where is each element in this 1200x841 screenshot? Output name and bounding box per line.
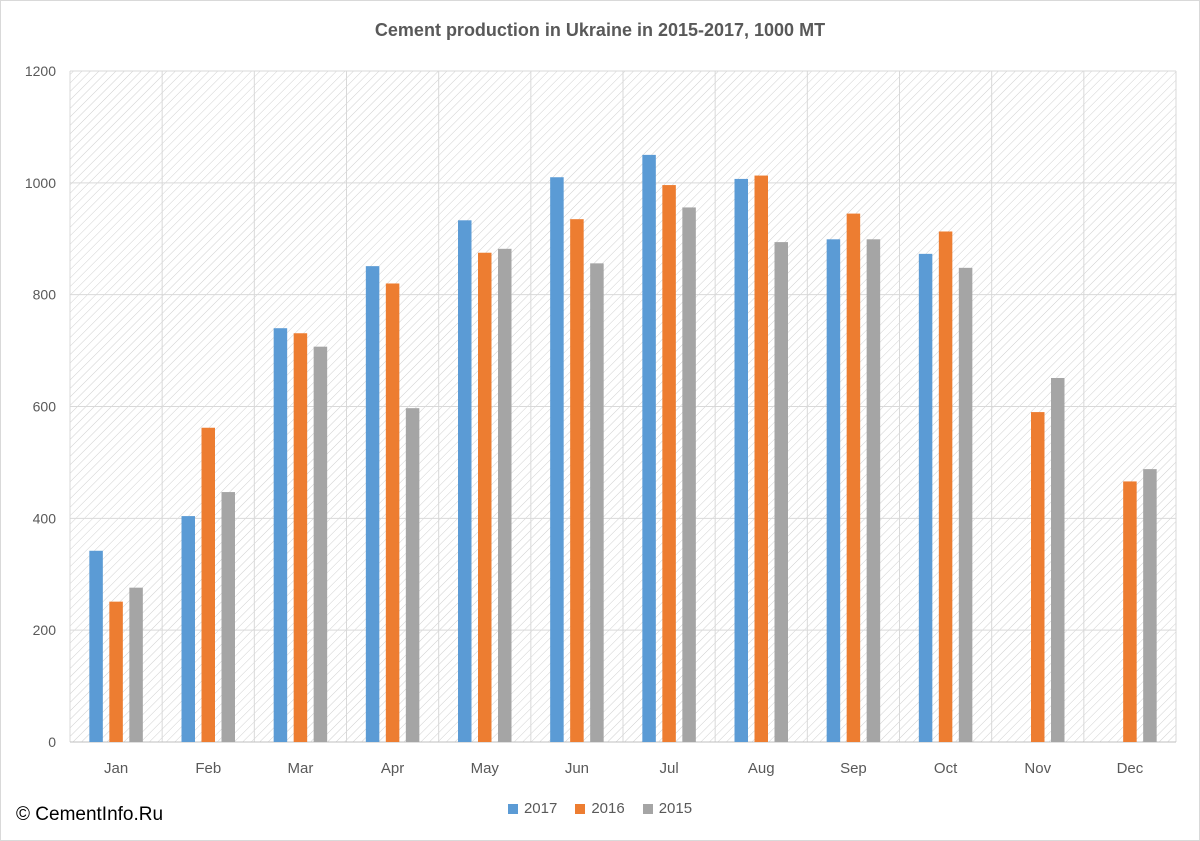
bar-2015-nov xyxy=(1051,377,1065,742)
legend-swatch xyxy=(575,803,586,814)
x-tick-label: May xyxy=(471,760,500,777)
bar-2017-sep xyxy=(826,239,841,742)
bar-2017-jul xyxy=(642,154,656,742)
bar-2015-jan xyxy=(129,587,143,742)
x-tick-label: Sep xyxy=(840,760,867,777)
bar-2017-aug xyxy=(734,178,748,742)
bar-2016-dec xyxy=(1123,481,1137,742)
x-tick-label: Jun xyxy=(565,760,589,777)
bar-2016-may xyxy=(478,252,492,742)
bar-2016-oct xyxy=(938,231,953,742)
bar-2015-may xyxy=(498,248,512,742)
y-tick-label: 1200 xyxy=(25,63,56,79)
bar-2017-jun xyxy=(550,177,564,742)
legend-swatch xyxy=(642,803,653,814)
bar-2017-feb xyxy=(181,516,195,742)
legend-item-2016: 2016 xyxy=(575,800,625,817)
legend-swatch xyxy=(507,803,518,814)
legend-label: 2017 xyxy=(523,800,558,817)
bar-2017-apr xyxy=(365,266,380,742)
bar-2015-dec xyxy=(1143,469,1157,742)
bar-2016-sep xyxy=(846,213,861,742)
y-tick-label: 800 xyxy=(33,287,57,303)
bar-2017-mar xyxy=(273,328,288,742)
copyright-text: © CementInfo.Ru xyxy=(16,804,164,825)
x-tick-label: Nov xyxy=(1024,760,1051,777)
x-tick-label: Jul xyxy=(659,760,678,777)
x-tick-label: Aug xyxy=(748,760,775,777)
bar-2017-oct xyxy=(918,253,933,742)
bar-2015-oct xyxy=(958,267,973,742)
bar-2016-jan xyxy=(109,601,123,742)
bar-2015-feb xyxy=(221,492,235,742)
y-tick-label: 1000 xyxy=(25,175,56,191)
bar-2015-aug xyxy=(774,242,788,743)
bar-2016-jul xyxy=(662,185,676,742)
y-tick-label: 200 xyxy=(33,622,57,638)
bar-2016-nov xyxy=(1031,412,1045,742)
bar-2015-mar xyxy=(313,346,328,742)
legend-item-2015: 2015 xyxy=(642,800,693,817)
chart-title: Cement production in Ukraine in 2015-201… xyxy=(374,20,826,40)
legend-label: 2015 xyxy=(658,800,693,817)
x-tick-label: Apr xyxy=(381,760,404,777)
y-tick-label: 0 xyxy=(48,734,56,750)
bar-2016-apr xyxy=(385,283,400,742)
legend-label: 2016 xyxy=(591,800,625,817)
y-tick-label: 400 xyxy=(33,510,57,526)
bar-2015-jun xyxy=(590,263,604,742)
x-tick-label: Dec xyxy=(1117,760,1144,777)
bar-2016-mar xyxy=(293,333,308,742)
bar-2017-jan xyxy=(89,550,103,742)
y-tick-label: 600 xyxy=(33,399,57,415)
bar-2016-jun xyxy=(570,219,584,742)
bar-2016-aug xyxy=(754,175,768,743)
bar-2016-feb xyxy=(201,427,215,742)
x-tick-label: Mar xyxy=(287,760,313,777)
x-tick-label: Oct xyxy=(934,760,958,777)
x-tick-label: Jan xyxy=(104,760,128,777)
bar-2015-sep xyxy=(866,239,881,742)
x-tick-label: Feb xyxy=(195,760,221,777)
legend-item-2017: 2017 xyxy=(507,800,558,817)
bar-2017-may xyxy=(458,220,472,743)
legend: 2017 2016 2015 xyxy=(0,800,1200,817)
bar-2015-apr xyxy=(405,408,420,742)
bar-2015-jul xyxy=(682,207,696,743)
